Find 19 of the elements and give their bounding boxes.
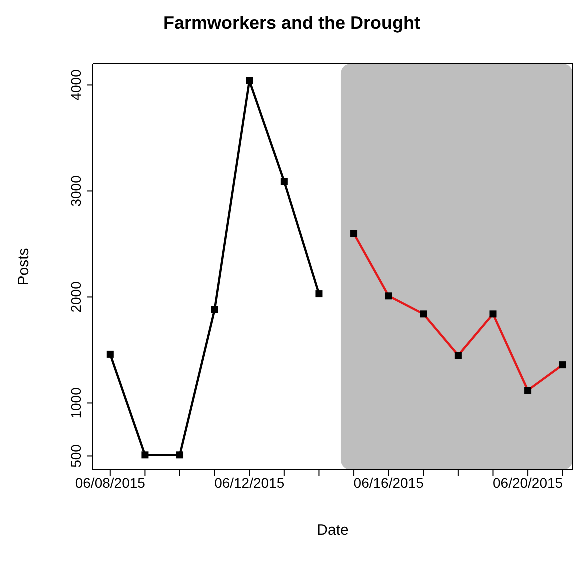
y-tick-label: 1000 xyxy=(68,387,84,419)
point xyxy=(176,452,184,459)
point xyxy=(246,77,254,84)
point xyxy=(280,178,288,186)
x-tick-label: 06/12/2015 xyxy=(214,474,285,491)
point xyxy=(211,306,218,314)
point xyxy=(106,350,114,358)
y-tick-label: 2000 xyxy=(68,281,84,313)
point xyxy=(316,290,323,298)
point xyxy=(142,452,149,459)
x-tick-label: 06/08/2015 xyxy=(75,474,146,491)
chart-title: Farmworkers and the Drought xyxy=(162,12,422,35)
y-tick-label: 4000 xyxy=(68,69,84,101)
x-axis-title: Date xyxy=(317,522,349,539)
y-tick-label: 3000 xyxy=(68,175,84,207)
y-axis-title: Posts xyxy=(15,248,32,286)
y-tick-label: 500 xyxy=(68,444,84,468)
x-tick-label: 06/16/2015 xyxy=(354,474,424,491)
x-tick-label: 06/20/2015 xyxy=(493,474,564,491)
